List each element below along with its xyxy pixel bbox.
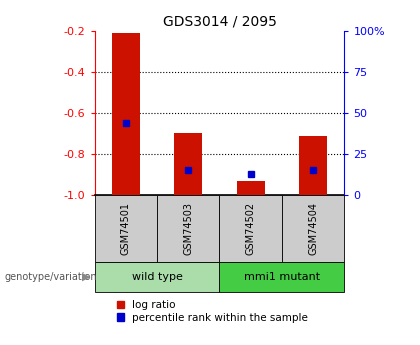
Bar — [236, 180, 265, 195]
Bar — [112, 33, 140, 195]
Bar — [299, 136, 327, 195]
Text: GSM74503: GSM74503 — [183, 202, 193, 255]
Bar — [174, 134, 202, 195]
Legend: log ratio, percentile rank within the sample: log ratio, percentile rank within the sa… — [116, 300, 308, 323]
Text: ▶: ▶ — [82, 272, 90, 282]
Text: genotype/variation: genotype/variation — [4, 272, 97, 282]
Title: GDS3014 / 2095: GDS3014 / 2095 — [163, 14, 276, 29]
Text: mmi1 mutant: mmi1 mutant — [244, 272, 320, 282]
Text: GSM74502: GSM74502 — [246, 202, 256, 255]
Text: GSM74504: GSM74504 — [308, 202, 318, 255]
Text: wild type: wild type — [131, 272, 182, 282]
Text: GSM74501: GSM74501 — [121, 202, 131, 255]
